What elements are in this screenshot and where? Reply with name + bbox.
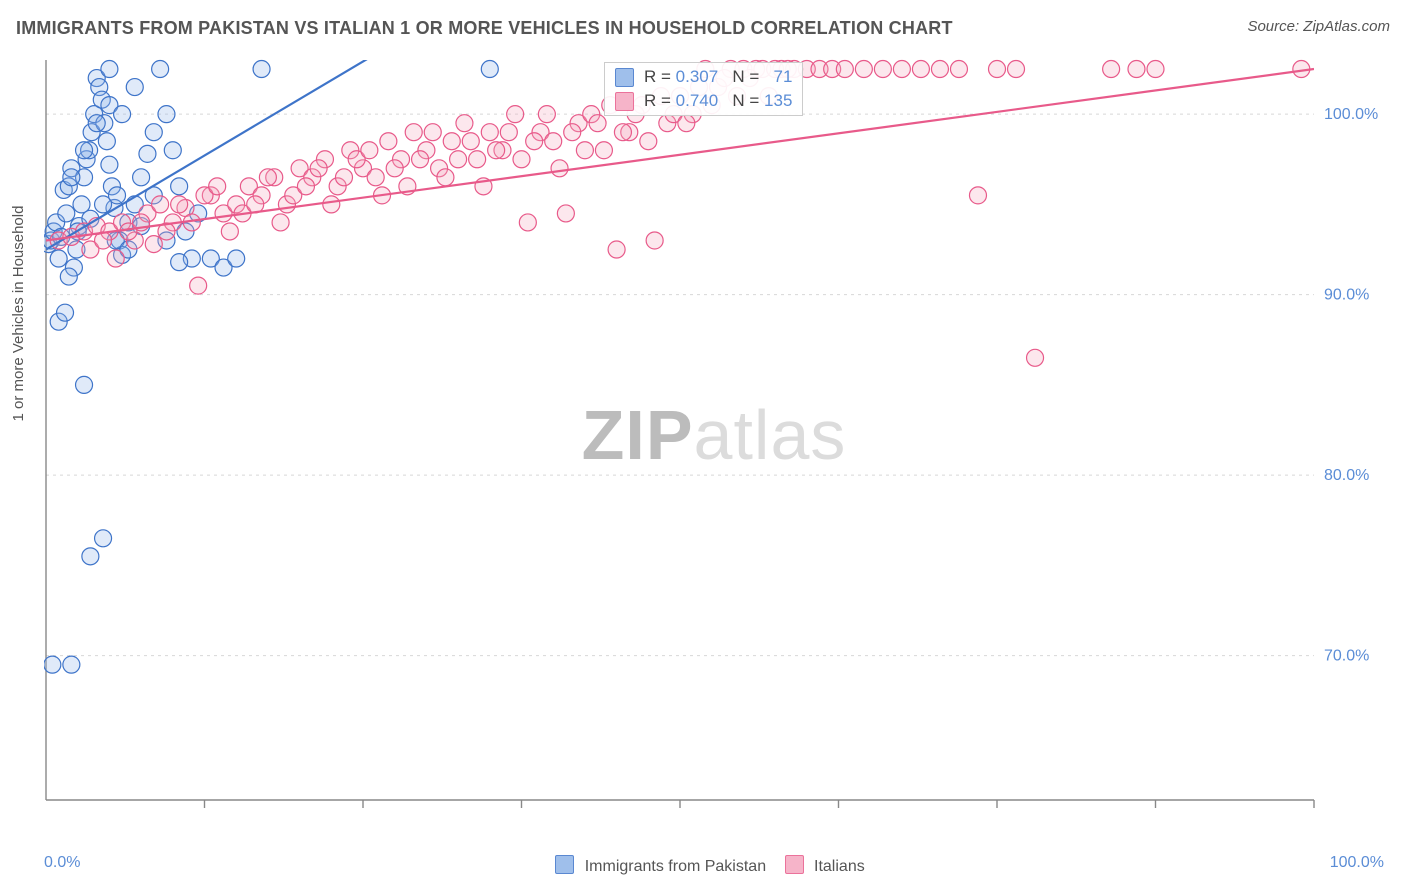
stats-n-label: N = xyxy=(732,91,764,111)
stats-swatch-series1 xyxy=(615,68,634,87)
stats-n-value-series1: 71 xyxy=(764,67,792,87)
stats-row-series1: R = 0.307 N = 71 xyxy=(605,65,802,89)
chart-plot-area: 70.0%80.0%90.0%100.0% ZIPatlas R = 0.307… xyxy=(44,50,1384,820)
chart-svg: 70.0% 80.0% 90.0% 100.0% xyxy=(44,50,1384,820)
bottom-legend: Immigrants from Pakistan Italians xyxy=(0,855,1406,876)
stats-legend-box: R = 0.307 N = 71 R = 0.740 N = 135 xyxy=(604,62,803,116)
stats-row-series2: R = 0.740 N = 135 xyxy=(605,89,802,113)
y-axis-label: 1 or more Vehicles in Household xyxy=(10,206,27,422)
stats-r-value-series2: 0.740 xyxy=(676,91,719,111)
legend-label-series1: Immigrants from Pakistan xyxy=(585,858,766,875)
svg-text:90.0%: 90.0% xyxy=(1324,287,1369,304)
svg-text:100.0%: 100.0% xyxy=(1324,106,1378,123)
legend-swatch-series1 xyxy=(555,855,574,874)
stats-n-value-series2: 135 xyxy=(764,91,792,111)
svg-text:70.0%: 70.0% xyxy=(1324,648,1369,665)
stats-swatch-series2 xyxy=(615,92,634,111)
legend-label-series2: Italians xyxy=(814,858,865,875)
chart-title: IMMIGRANTS FROM PAKISTAN VS ITALIAN 1 OR… xyxy=(16,18,953,38)
chart-header: IMMIGRANTS FROM PAKISTAN VS ITALIAN 1 OR… xyxy=(16,18,1390,48)
legend-swatch-series2 xyxy=(785,855,804,874)
stats-n-label: N = xyxy=(732,67,764,87)
chart-source: Source: ZipAtlas.com xyxy=(1247,18,1390,35)
svg-text:80.0%: 80.0% xyxy=(1324,467,1369,484)
stats-r-label: R = xyxy=(644,67,676,87)
stats-r-value-series1: 0.307 xyxy=(676,67,719,87)
stats-r-label: R = xyxy=(644,91,676,111)
